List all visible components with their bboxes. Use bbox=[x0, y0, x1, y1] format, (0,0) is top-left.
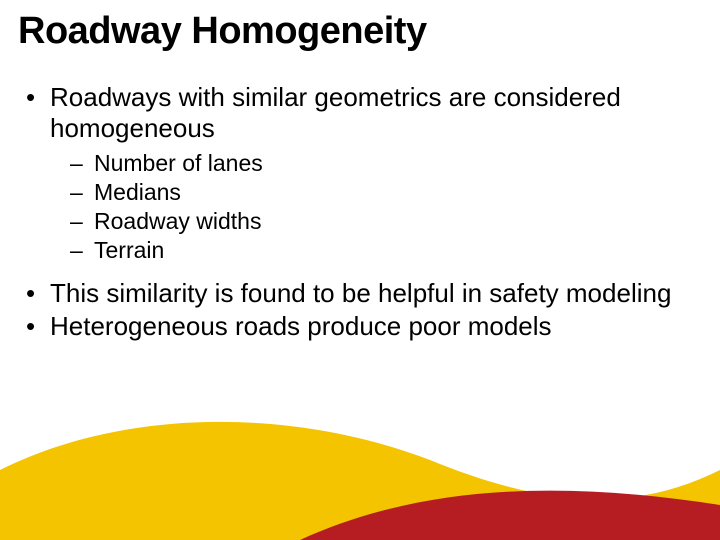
bullet-marker: • bbox=[22, 82, 50, 113]
slide-title: Roadway Homogeneity bbox=[18, 10, 427, 53]
bullet-text: Heterogeneous roads produce poor models bbox=[50, 311, 680, 342]
bullet-item: • Roadways with similar geometrics are c… bbox=[22, 82, 680, 143]
sub-bullet-text: Medians bbox=[94, 178, 680, 207]
sub-bullet-group: – Number of lanes – Medians – Roadway wi… bbox=[22, 149, 680, 264]
sub-bullet-text: Number of lanes bbox=[94, 149, 680, 178]
bullet-item: • Heterogeneous roads produce poor model… bbox=[22, 311, 680, 342]
sub-bullet-item: – Terrain bbox=[70, 236, 680, 265]
sub-bullet-text: Terrain bbox=[94, 236, 680, 265]
sub-bullet-text: Roadway widths bbox=[94, 207, 680, 236]
wave-red bbox=[300, 491, 720, 540]
sub-bullet-marker: – bbox=[70, 178, 94, 207]
sub-bullet-item: – Roadway widths bbox=[70, 207, 680, 236]
sub-bullet-item: – Number of lanes bbox=[70, 149, 680, 178]
bullet-item: • This similarity is found to be helpful… bbox=[22, 278, 680, 309]
slide-content: • Roadways with similar geometrics are c… bbox=[22, 82, 680, 344]
bullet-text: This similarity is found to be helpful i… bbox=[50, 278, 680, 309]
slide: Roadway Homogeneity • Roadways with simi… bbox=[0, 0, 720, 540]
bullet-marker: • bbox=[22, 278, 50, 309]
sub-bullet-marker: – bbox=[70, 236, 94, 265]
bullet-text: Roadways with similar geometrics are con… bbox=[50, 82, 680, 143]
sub-bullet-marker: – bbox=[70, 207, 94, 236]
decorative-waves bbox=[0, 370, 720, 540]
wave-yellow bbox=[0, 417, 720, 540]
wave-white bbox=[0, 406, 720, 499]
sub-bullet-marker: – bbox=[70, 149, 94, 178]
sub-bullet-item: – Medians bbox=[70, 178, 680, 207]
bullet-marker: • bbox=[22, 311, 50, 342]
